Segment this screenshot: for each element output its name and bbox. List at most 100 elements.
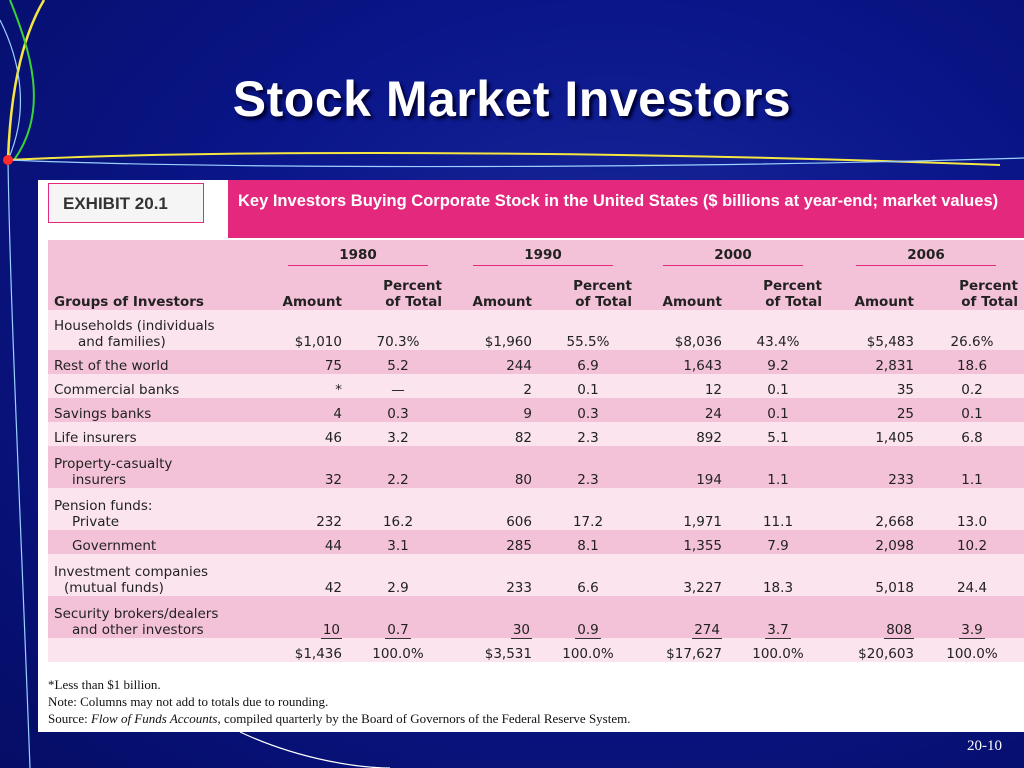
cell: 10.2	[956, 538, 988, 554]
cell: 100.0%	[562, 646, 614, 662]
cell: 5.1	[767, 430, 789, 446]
year-header: 2000	[638, 240, 828, 266]
cell: 0.9	[575, 622, 601, 639]
table-row: Pension funds: Private 232 16.2 606 17.2 …	[48, 488, 1024, 530]
cell: 3.9	[959, 622, 985, 639]
cell: $1,960	[484, 334, 532, 350]
cell: 1,643	[683, 358, 722, 374]
amount-header: Amount	[282, 294, 342, 310]
cell: 233	[506, 580, 532, 596]
cell: 12	[704, 382, 722, 398]
amount-header: Amount	[472, 294, 532, 310]
table-row: Investment companies (mutual funds) 42 2.…	[48, 554, 1024, 596]
cell: 6.6	[577, 580, 599, 596]
cell: $8,036	[674, 334, 722, 350]
cell: 2.3	[577, 472, 599, 488]
totals-row: $1,436 100.0% $3,531 100.0% $17,627 100.…	[48, 638, 1024, 662]
cell: 1.1	[767, 472, 789, 488]
table-row: Commercial banks * — 2 0.1 12 0.1 35 0.2	[48, 374, 1024, 398]
cell: 25	[896, 406, 914, 422]
cell: 18.6	[956, 358, 988, 374]
table-row: Savings banks 4 0.3 9 0.3 24 0.1 25 0.1	[48, 398, 1024, 422]
cell: 808	[884, 622, 914, 639]
cell: 42	[324, 580, 342, 596]
cell: 32	[324, 472, 342, 488]
cell: 3.1	[387, 538, 409, 554]
amount-header: Amount	[662, 294, 722, 310]
cell: 3.7	[765, 622, 791, 639]
cell: 285	[506, 538, 532, 554]
cell: 0.1	[577, 382, 599, 398]
cell: 35	[896, 382, 914, 398]
row-label	[48, 638, 268, 662]
cell: 7.9	[767, 538, 789, 554]
cell: 2.2	[387, 472, 409, 488]
cell: 0.1	[767, 382, 789, 398]
cell: 233	[888, 472, 914, 488]
cell: 30	[510, 622, 532, 639]
cell: 9	[523, 406, 532, 422]
row-label: Life insurers	[54, 430, 137, 446]
cell: 100.0%	[752, 646, 804, 662]
cell: 6.9	[577, 358, 599, 374]
cell: 80	[514, 472, 532, 488]
cell: $20,603	[858, 646, 914, 662]
row-label: Rest of the world	[54, 358, 169, 374]
table-row: Government 44 3.1 285 8.1 1,355 7.9 2,09…	[48, 530, 1024, 554]
row-label: Property-casualty insurers	[54, 456, 173, 488]
cell: 244	[506, 358, 532, 374]
cell: 3,227	[683, 580, 722, 596]
cell: 6.8	[961, 430, 983, 446]
cell: 4	[333, 406, 342, 422]
exhibit-header: EXHIBIT 20.1 Key Investors Buying Corpor…	[38, 180, 1024, 238]
cell: 46	[324, 430, 342, 446]
table-row: Security brokers/dealers and other invest…	[48, 596, 1024, 639]
cell: 2.9	[387, 580, 409, 596]
cell: 2,668	[875, 514, 914, 530]
cell: 892	[696, 430, 722, 446]
row-label: Investment companies (mutual funds)	[54, 564, 209, 596]
table-row: Life insurers 46 3.2 82 2.3 892 5.1 1,40…	[48, 422, 1024, 446]
footnote-rounding: Note: Columns may not add to totals due …	[48, 694, 329, 709]
cell: 43.4%	[756, 334, 800, 350]
percent-header: Percent of Total	[573, 278, 632, 310]
row-label: Savings banks	[54, 406, 152, 422]
cell: 13.0	[956, 514, 988, 530]
cell: 24	[704, 406, 722, 422]
cell: 82	[514, 430, 532, 446]
cell: 70.3%	[376, 334, 420, 350]
cell: 100.0%	[372, 646, 424, 662]
cell: 24.4	[956, 580, 988, 596]
row-label: Households (individuals and families)	[54, 318, 215, 350]
cell: 26.6%	[950, 334, 994, 350]
cell: $5,483	[866, 334, 914, 350]
year-header: 1980	[268, 240, 448, 266]
cell: 2.3	[577, 430, 599, 446]
cell: 1,405	[875, 430, 914, 446]
slide-title: Stock Market Investors	[232, 71, 792, 127]
cell: 5,018	[875, 580, 914, 596]
cell: 8.1	[577, 538, 599, 554]
column-header-row: Groups of Investors Amount Percent of Tot…	[48, 266, 1024, 310]
cell: 1,355	[683, 538, 722, 554]
cell: 100.0%	[946, 646, 998, 662]
group-header: Groups of Investors	[54, 294, 204, 310]
cell: *	[335, 382, 342, 398]
cell: 16.2	[382, 514, 414, 530]
footnote-asterisk: *Less than $1 billion.	[48, 677, 161, 692]
cell: 274	[692, 622, 722, 639]
row-label: Commercial banks	[54, 382, 180, 398]
page-number: 20-10	[967, 738, 1002, 754]
cell: —	[391, 382, 405, 398]
cell: 0.7	[385, 622, 411, 639]
cell: 10	[320, 622, 342, 639]
year-header-row: 1980 1990 2000 2006	[48, 240, 1024, 266]
exhibit-title: Key Investors Buying Corporate Stock in …	[228, 180, 1024, 238]
exhibit-label: EXHIBIT 20.1	[48, 183, 204, 223]
footnotes: *Less than $1 billion. Note: Columns may…	[48, 676, 1008, 727]
cell: 0.2	[961, 382, 983, 398]
row-label: Security brokers/dealers and other invest…	[54, 606, 219, 638]
cell: 44	[324, 538, 342, 554]
cell: $17,627	[666, 646, 722, 662]
cell: 606	[506, 514, 532, 530]
